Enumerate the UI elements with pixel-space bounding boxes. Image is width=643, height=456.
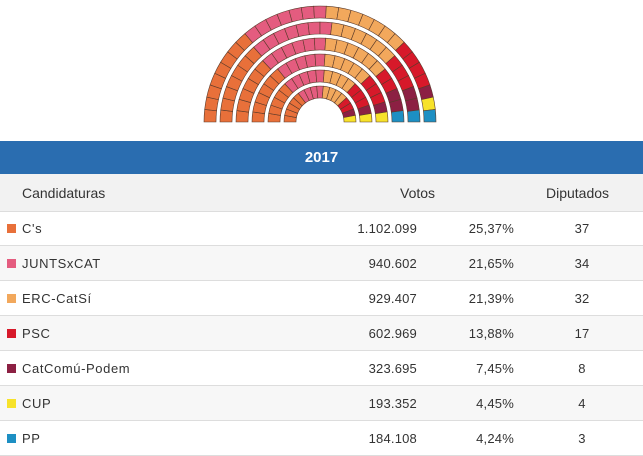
party-percentage: 25,37% (468, 221, 514, 236)
seat-mark (421, 96, 436, 112)
party-seats: 4 (578, 396, 586, 411)
party-percentage: 21,65% (468, 256, 514, 271)
party-name: C's (22, 221, 43, 236)
party-votes: 184.108 (368, 431, 417, 446)
party-percentage: 13,88% (468, 326, 514, 341)
hemicycle-svg (203, 5, 437, 123)
seat-mark (315, 69, 325, 83)
party-color-swatch (7, 294, 16, 303)
party-color-swatch (7, 259, 16, 268)
party-votes: 1.102.099 (357, 221, 417, 236)
seat-mark (203, 109, 217, 123)
table-row: C's 1.102.099 25,37% 37 (0, 211, 643, 246)
party-name: ERC-CatSí (22, 291, 92, 306)
table-row: JUNTSxCAT 940.602 21,65% 34 (0, 246, 643, 281)
seat-mark (307, 21, 321, 35)
seat-mark (325, 5, 340, 20)
party-color-swatch (7, 224, 16, 233)
party-seats: 32 (574, 291, 590, 306)
seat-mark (302, 37, 316, 52)
seat-mark (319, 21, 333, 35)
seat-mark (219, 109, 233, 123)
party-seats: 3 (578, 431, 586, 446)
party-name: CUP (22, 396, 52, 411)
party-votes: 940.602 (368, 256, 417, 271)
party-name: CatComú-Podem (22, 361, 131, 376)
party-votes: 929.407 (368, 291, 417, 306)
party-color-swatch (7, 399, 16, 408)
table-row: CUP 193.352 4,45% 4 (0, 386, 643, 421)
party-seats: 37 (574, 221, 590, 236)
party-percentage: 4,45% (476, 396, 514, 411)
year-title: 2017 (304, 149, 339, 166)
party-percentage: 4,24% (476, 431, 514, 446)
column-header-candidaturas: Candidaturas (22, 185, 106, 201)
party-color-swatch (7, 329, 16, 338)
seat-mark (313, 5, 327, 19)
table-row: CatComú-Podem 323.695 7,45% 8 (0, 351, 643, 386)
party-votes: 193.352 (368, 396, 417, 411)
seat-mark (235, 110, 250, 123)
seat-mark (375, 111, 389, 123)
seat-mark (300, 5, 315, 20)
party-seats: 8 (578, 361, 586, 376)
party-percentage: 7,45% (476, 361, 514, 376)
seat-mark (423, 109, 437, 123)
seat-mark (313, 37, 327, 51)
table-row: ERC-CatSí 929.407 21,39% 32 (0, 281, 643, 316)
seat-mark (314, 53, 326, 67)
party-name: PP (22, 431, 41, 446)
table-row: PSC 602.969 13,88% 17 (0, 316, 643, 351)
party-color-swatch (7, 364, 16, 373)
seat-mark (407, 109, 421, 123)
seat-mark (390, 110, 405, 123)
results-table: C's 1.102.099 25,37% 37 JUNTSxCAT 940.60… (0, 211, 643, 456)
column-header-votos: Votos (400, 185, 436, 201)
party-color-swatch (7, 434, 16, 443)
party-seats: 34 (574, 256, 590, 271)
year-header: 2017 (0, 141, 643, 174)
table-row: PP 184.108 4,24% 3 (0, 421, 643, 456)
party-percentage: 21,39% (468, 291, 514, 306)
party-seats: 17 (574, 326, 590, 341)
party-name: PSC (22, 326, 51, 341)
table-header: Candidaturas Votos Diputados (0, 174, 643, 212)
seat-mark (343, 115, 357, 123)
party-name: JUNTSxCAT (22, 256, 101, 271)
party-votes: 323.695 (368, 361, 417, 376)
party-votes: 602.969 (368, 326, 417, 341)
hemicycle-chart (0, 0, 643, 140)
seat-mark (359, 113, 373, 123)
column-header-diputados: Diputados (546, 185, 610, 201)
